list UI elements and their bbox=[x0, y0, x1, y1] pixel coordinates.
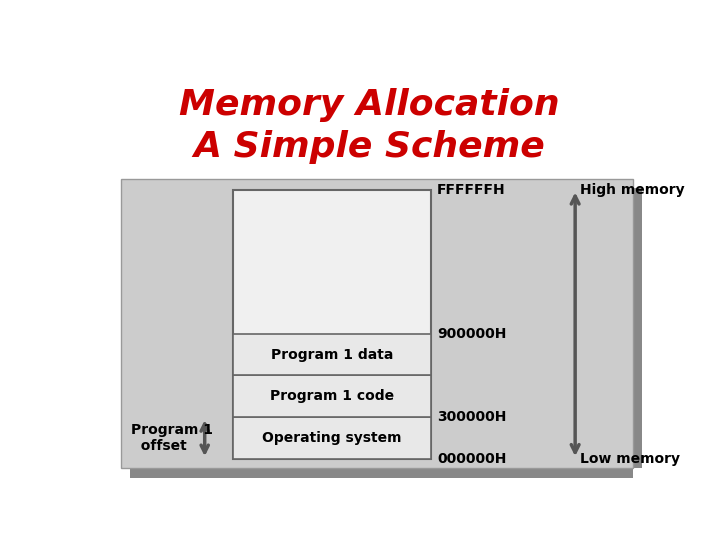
Text: High memory: High memory bbox=[580, 183, 685, 197]
Bar bbox=[233, 417, 431, 459]
Text: Memory Allocation
A Simple Scheme: Memory Allocation A Simple Scheme bbox=[179, 88, 559, 164]
Bar bbox=[632, 188, 642, 468]
Bar bbox=[233, 334, 431, 375]
Text: 000000H: 000000H bbox=[437, 452, 507, 466]
Text: Program 1
  offset: Program 1 offset bbox=[131, 423, 213, 453]
Bar bbox=[130, 468, 632, 477]
Text: Operating system: Operating system bbox=[262, 431, 402, 445]
Bar bbox=[121, 179, 632, 468]
Text: Program 1 data: Program 1 data bbox=[271, 348, 393, 362]
Text: Program 1 code: Program 1 code bbox=[270, 389, 395, 403]
Text: 300000H: 300000H bbox=[437, 410, 507, 424]
Bar bbox=[233, 190, 431, 459]
Text: 900000H: 900000H bbox=[437, 327, 507, 341]
Text: Low memory: Low memory bbox=[580, 452, 680, 466]
Bar bbox=[233, 375, 431, 417]
Text: FFFFFFH: FFFFFFH bbox=[437, 183, 506, 197]
